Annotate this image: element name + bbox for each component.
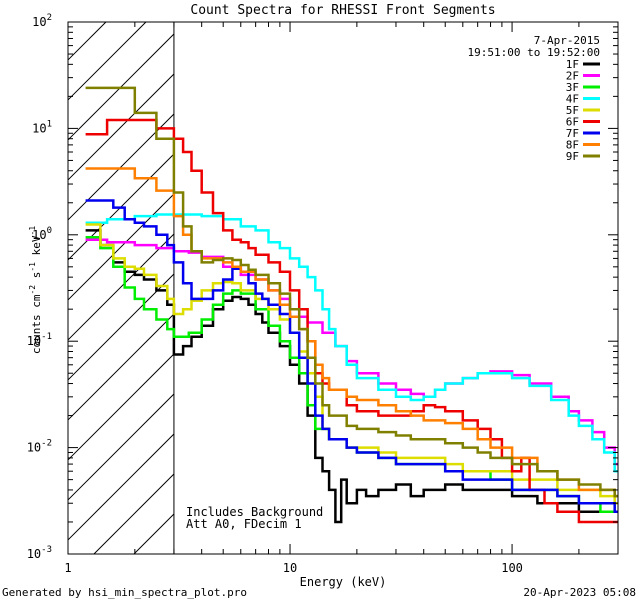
series-line-9F [85,86,618,498]
legend-label-7F: 7F [566,127,579,140]
background-note: Includes Background [186,505,323,519]
footer-generated-by: Generated by hsi_min_spectra_plot.pro [2,586,247,599]
y-axis-label: counts cm-2 s-1 keV-1 [28,226,43,354]
legend-label-2F: 2F [566,70,579,83]
y-tick-label: 101 [32,119,52,135]
hatch-line [67,113,175,221]
hatch-line [67,21,147,101]
excluded-energy-hatch [67,21,175,555]
legend-label-6F: 6F [566,116,579,129]
chart-title: Count Spectra for RHESSI Front Segments [190,3,495,18]
legend-label-8F: 8F [566,139,579,152]
hatch-line [67,353,175,461]
x-axis-label: Energy (keV) [300,575,387,589]
y-tick-label: 10-2 [27,439,52,455]
plot-frame [67,21,619,555]
hatch-line [67,313,175,421]
x-tick-label: 1 [64,561,71,575]
hatch-line [67,393,175,501]
date-label: 7-Apr-2015 [534,34,600,47]
x-tick-label: 100 [501,561,523,575]
series-line-7F [85,199,618,513]
footer-timestamp: 20-Apr-2023 05:08 [523,586,636,599]
legend-label-4F: 4F [566,93,579,106]
series-line-6F [85,118,618,524]
series-line-1F [85,229,618,524]
series-line-2F [85,238,618,466]
hatch-line [67,21,107,61]
time-range-label: 19:51:00 to 19:52:00 [468,46,600,59]
hatch-line [67,433,175,541]
legend-label-9F: 9F [566,150,579,163]
x-tick-label: 10 [283,561,297,575]
attenuator-note: Att A0, FDecim 1 [186,517,302,531]
y-tick-label: 102 [32,13,52,29]
hatch-line [133,513,175,555]
series-line-3F [85,235,618,513]
hatch-line [67,273,175,381]
y-tick-label: 10-3 [27,545,52,561]
hatch-line [67,73,175,181]
legend-label-5F: 5F [566,104,579,117]
series-line-4F [85,213,618,473]
hatch-line [67,233,175,341]
legend-label-1F: 1F [566,58,579,71]
legend-label-3F: 3F [566,81,579,94]
hatch-line [67,193,175,301]
hatch-line [93,473,175,555]
